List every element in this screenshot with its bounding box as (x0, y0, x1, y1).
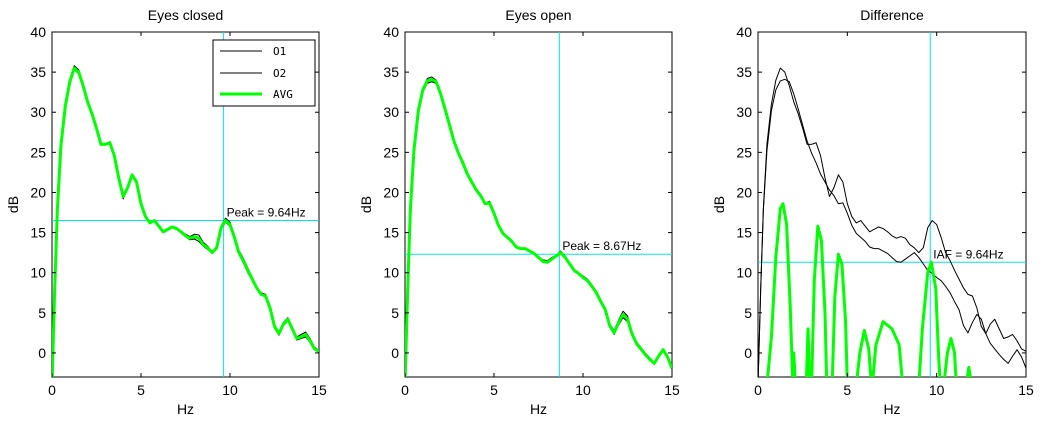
y-tick-label: 40 (383, 24, 399, 40)
axes-box (404, 31, 673, 378)
x-axis-label: Hz (883, 401, 900, 417)
panel-difference: Difference Hz dB IAF = 9.64Hz 0 5 10 15 0 5 10 1… (711, 7, 1034, 417)
panel-eyes-closed: Eyes closed Hz dB Peak = 9.64Hz 0 5 10 15 0 5 1… (5, 7, 327, 417)
legend-label-o1: O1 (273, 45, 286, 58)
y-tick-label: 40 (736, 24, 752, 40)
y-tick-label: 10 (736, 265, 752, 281)
x-axis-label: Hz (530, 401, 547, 417)
y-tick-label: 25 (30, 144, 46, 160)
peak-label: Peak = 8.67Hz (562, 239, 641, 253)
series-line-difference (855, 328, 873, 377)
x-tick-label: 0 (48, 382, 56, 398)
y-tick-label: 20 (30, 184, 46, 200)
legend-label-o2: O2 (273, 67, 286, 80)
x-tick-label: 10 (222, 382, 238, 398)
y-tick-label: 10 (30, 265, 46, 281)
chart-title: Eyes open (505, 7, 571, 23)
legend-label-avg: AVG (273, 88, 293, 101)
data-layer (758, 32, 1026, 377)
y-tick-label: 15 (736, 225, 752, 241)
series-line-difference (804, 327, 812, 377)
chart-title: Difference (860, 7, 924, 23)
x-tick-label: 10 (575, 382, 591, 398)
x-tick-label: 15 (311, 382, 327, 398)
peak-label: IAF = 9.64Hz (933, 247, 1003, 261)
y-tick-label: 35 (30, 64, 46, 80)
series-line-difference (871, 320, 904, 377)
y-tick-label: 40 (30, 24, 46, 40)
chart-title: Eyes closed (148, 7, 223, 23)
series-line-difference (766, 202, 795, 377)
y-tick-label: 25 (383, 144, 399, 160)
axes-box (757, 31, 1027, 378)
y-tick-label: 15 (383, 225, 399, 241)
y-tick-label: 0 (391, 345, 399, 361)
y-tick-label: 5 (744, 305, 752, 321)
y-tick-label: 30 (30, 104, 46, 120)
y-tick-label: 35 (736, 64, 752, 80)
y-tick-label: 30 (736, 104, 752, 120)
x-axis-label: Hz (177, 401, 194, 417)
legend: O1 O2 AVG (212, 39, 316, 107)
series-line-difference (917, 260, 942, 377)
y-tick-label: 20 (736, 184, 752, 200)
y-tick-label: 5 (391, 305, 399, 321)
series-line-eyes-closed (758, 67, 1026, 377)
y-tick-label: 15 (30, 225, 46, 241)
x-tick-label: 15 (1018, 382, 1034, 398)
y-tick-label: 25 (736, 144, 752, 160)
x-tick-label: 0 (754, 382, 762, 398)
series-line-difference (791, 351, 797, 377)
series-line-eyes-open (758, 78, 1026, 377)
y-tick-label: 0 (744, 345, 752, 361)
y-axis-label: dB (358, 196, 374, 213)
plot-area: IAF = 9.64Hz 0 5 10 15 0 5 10 15 20 25 30 35 40 (736, 24, 1034, 398)
x-tick-label: 5 (490, 382, 498, 398)
panel-eyes-open: Eyes open Hz dB Peak = 8.67Hz 0 5 10 15 0 5 10 1… (358, 7, 680, 417)
y-axis-label: dB (711, 196, 727, 213)
series-line-difference (830, 252, 849, 377)
y-tick-label: 20 (383, 184, 399, 200)
plot-area: Peak = 8.67Hz 0 5 10 15 0 5 10 15 20 25 30 35 40 (383, 24, 680, 398)
x-tick-label: 10 (929, 382, 945, 398)
x-tick-label: 5 (137, 382, 145, 398)
peak-label: Peak = 9.64Hz (227, 206, 306, 220)
y-tick-label: 5 (38, 305, 46, 321)
x-tick-label: 15 (664, 382, 680, 398)
y-tick-label: 10 (383, 265, 399, 281)
y-tick-label: 30 (383, 104, 399, 120)
y-tick-label: 0 (38, 345, 46, 361)
y-axis-label: dB (5, 196, 21, 213)
series-line-difference (965, 365, 972, 377)
series-line-avg (52, 66, 319, 377)
series-line-difference (810, 224, 829, 377)
series-line-avg (405, 77, 672, 377)
y-tick-label: 35 (383, 64, 399, 80)
series-line-difference (943, 336, 958, 377)
data-layer (405, 32, 672, 377)
x-tick-label: 5 (843, 382, 851, 398)
x-tick-label: 0 (401, 382, 409, 398)
